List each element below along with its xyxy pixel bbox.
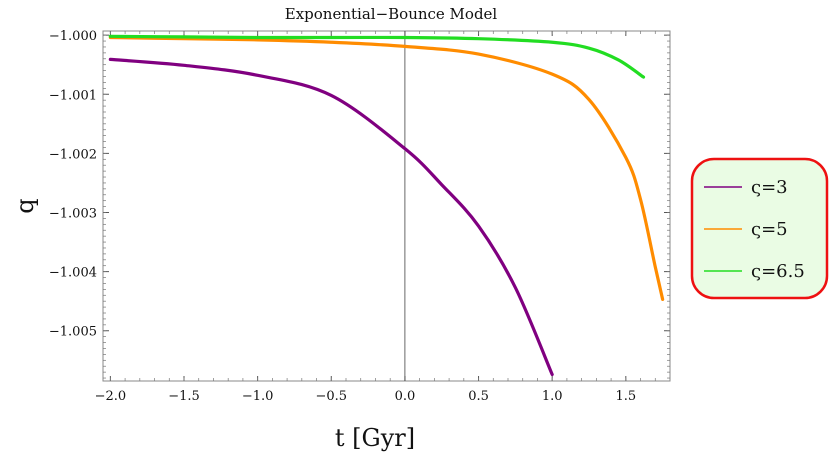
- y-axis-label: q: [11, 198, 39, 213]
- x-tick-label: −1.0: [242, 389, 274, 404]
- x-tick-label: −2.0: [95, 389, 127, 404]
- series-line-2: [108, 34, 646, 79]
- plot-frame: [102, 30, 671, 382]
- legend-label-0: ς=3: [751, 177, 788, 198]
- x-tick-label: 0.0: [395, 389, 416, 404]
- y-tick-label: −1.003: [49, 207, 97, 222]
- y-tick-label: −1.002: [49, 147, 97, 162]
- series-line-0: [108, 57, 554, 377]
- series-layer: [108, 34, 665, 377]
- legend: ς=3 ς=5 ς=6.5: [690, 157, 829, 300]
- legend-label-1: ς=5: [751, 219, 788, 240]
- x-tick-label: 1.5: [615, 389, 636, 404]
- x-tick-label: −0.5: [315, 389, 347, 404]
- legend-box: [690, 157, 829, 300]
- x-axis-label: t [Gyr]: [335, 424, 415, 452]
- x-tick-label: 1.0: [542, 389, 563, 404]
- y-tick-label: −1.005: [49, 325, 97, 340]
- legend-label-2: ς=6.5: [751, 261, 805, 282]
- y-tick-label: −1.001: [49, 88, 97, 103]
- legend-items: ς=3 ς=5 ς=6.5: [704, 177, 805, 282]
- series-line-1: [108, 35, 665, 302]
- plot-frame-group: [102, 30, 671, 382]
- x-tick-label: 0.5: [468, 389, 489, 404]
- x-tick-label: −1.5: [168, 389, 200, 404]
- y-tick-label: −1.004: [49, 266, 97, 281]
- tick-labels: −2.0 −1.5 −1.0 −0.5 0.0 0.5 1.0 1.5 −1.000 −1.001…: [49, 29, 636, 404]
- chart-title: Exponential−Bounce Model: [285, 5, 498, 23]
- y-tick-label: −1.000: [49, 29, 97, 44]
- axis-ticks: [103, 31, 670, 381]
